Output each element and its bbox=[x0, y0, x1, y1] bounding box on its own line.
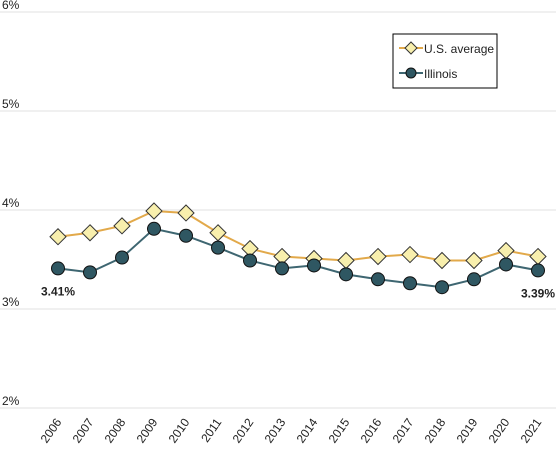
series-line bbox=[57, 227, 539, 289]
marker bbox=[115, 250, 129, 265]
marker bbox=[113, 217, 131, 235]
x-tick-label: 2006 bbox=[38, 415, 65, 445]
y-tick-label: 6% bbox=[2, 0, 20, 12]
x-tick-label: 2020 bbox=[486, 415, 513, 445]
y-tick-label: 5% bbox=[2, 97, 20, 111]
x-tick-label: 2007 bbox=[70, 415, 97, 445]
y-tick-label: 3% bbox=[2, 295, 20, 309]
marker bbox=[369, 247, 387, 266]
x-tick-label: 2008 bbox=[102, 415, 129, 445]
marker bbox=[145, 202, 163, 220]
x-tick-label: 2014 bbox=[294, 415, 321, 445]
x-tick-label: 2019 bbox=[454, 415, 481, 445]
y-tick-label: 4% bbox=[2, 196, 20, 210]
marker bbox=[467, 272, 481, 287]
x-tick-label: 2009 bbox=[134, 415, 161, 445]
marker bbox=[211, 240, 225, 255]
marker bbox=[307, 258, 321, 273]
marker bbox=[339, 267, 353, 282]
x-tick-label: 2010 bbox=[166, 415, 193, 445]
y-tick-label: 2% bbox=[2, 394, 20, 408]
marker bbox=[403, 276, 417, 291]
marker bbox=[497, 241, 515, 260]
x-tick-label: 2017 bbox=[390, 415, 417, 445]
x-tick-label: 2015 bbox=[326, 415, 353, 445]
marker bbox=[177, 204, 195, 222]
x-tick-label: 2012 bbox=[230, 415, 257, 445]
x-tick-label: 2016 bbox=[358, 415, 385, 445]
marker bbox=[179, 228, 193, 243]
x-tick-label: 2011 bbox=[198, 415, 224, 444]
marker bbox=[371, 272, 385, 287]
marker bbox=[209, 224, 227, 242]
value-label: 3.39% bbox=[521, 286, 555, 300]
legend-marker bbox=[405, 67, 417, 79]
x-tick-label: 2018 bbox=[422, 415, 449, 445]
marker bbox=[529, 247, 547, 266]
x-tick-label: 2013 bbox=[262, 415, 289, 445]
marker bbox=[337, 251, 355, 270]
marker bbox=[83, 265, 97, 280]
marker bbox=[401, 245, 419, 264]
legend-label: Illinois bbox=[424, 67, 457, 81]
marker bbox=[275, 261, 289, 276]
marker bbox=[243, 253, 257, 268]
marker bbox=[81, 224, 99, 242]
value-label: 3.41% bbox=[41, 284, 75, 298]
legend-marker bbox=[404, 41, 418, 55]
marker bbox=[531, 263, 545, 278]
marker bbox=[49, 228, 67, 246]
marker bbox=[51, 261, 65, 276]
x-tick-label: 2021 bbox=[518, 415, 545, 445]
legend-label: U.S. average bbox=[424, 42, 494, 56]
marker bbox=[465, 251, 483, 270]
marker bbox=[499, 257, 513, 272]
marker bbox=[435, 280, 449, 295]
marker bbox=[147, 221, 161, 236]
series-line bbox=[57, 209, 539, 262]
marker bbox=[433, 251, 451, 270]
